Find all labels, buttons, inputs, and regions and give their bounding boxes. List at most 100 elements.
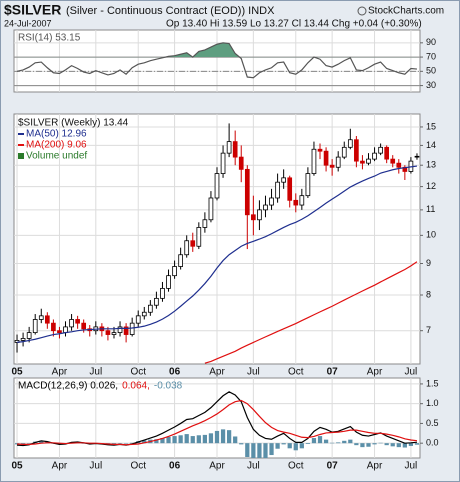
candle-body: [263, 204, 268, 211]
candle-body: [372, 152, 377, 160]
candle-body: [390, 158, 396, 164]
y-tick-label: 1.5: [426, 378, 439, 388]
y-tick-label: 0.0: [426, 438, 439, 448]
histogram-bar: [123, 443, 129, 444]
x-tick-label: Oct: [130, 461, 146, 472]
y-tick-label: 14: [426, 140, 436, 150]
y-tick-label: 15: [426, 121, 436, 131]
candle-body: [123, 326, 129, 335]
histogram-bar: [196, 435, 201, 444]
header-quote: Op 13.40 Hi 13.59 Lo 13.27 Cl 13.44 Chg …: [166, 19, 422, 30]
candle-body: [257, 209, 262, 221]
histogram-bar: [408, 443, 414, 446]
series-line: [16, 165, 418, 343]
candle-body: [305, 173, 311, 197]
y-tick-label: 11: [426, 204, 435, 214]
candle-body: [208, 197, 214, 221]
y-tick-label: 50: [426, 66, 436, 76]
candle-body: [184, 240, 190, 256]
candle-body: [160, 287, 165, 299]
candle-body: [44, 315, 50, 324]
histogram-bar: [226, 430, 232, 444]
x-tick-label: Apr: [52, 461, 68, 472]
candle-body: [75, 319, 80, 324]
histogram-bar: [305, 443, 311, 444]
histogram-bar: [202, 434, 208, 444]
x-tick-label: Apr: [367, 461, 383, 472]
plot-area: [14, 114, 420, 364]
histogram-bar: [378, 442, 383, 444]
histogram-bar: [311, 438, 317, 444]
histogram-bar: [245, 443, 250, 458]
y-tick-label: 8: [426, 289, 431, 299]
x-tick-label: Oct: [130, 367, 146, 378]
histogram-bar: [396, 443, 401, 448]
candle-body: [178, 254, 183, 267]
legend-entry: MA(50) 12.96: [26, 129, 87, 140]
legend-swatch: [18, 153, 24, 159]
histogram-bar: [330, 442, 335, 444]
x-tick-label: Apr: [367, 367, 383, 378]
histogram-bar: [166, 436, 171, 444]
candle-body: [129, 322, 135, 335]
candle-body: [384, 146, 390, 160]
candle-body: [347, 139, 353, 148]
histogram-bar: [275, 443, 280, 449]
y-tick-label: 10: [426, 230, 436, 240]
plot-area: [14, 30, 420, 92]
candle-body: [317, 148, 323, 152]
x-tick-label: Jul: [247, 461, 260, 472]
histogram-bar: [299, 443, 304, 449]
candle-body: [329, 164, 335, 168]
x-tick-label: 05: [11, 461, 23, 472]
histogram-bar: [384, 443, 389, 446]
x-tick-label: Jul: [405, 461, 418, 472]
candle-body: [141, 311, 147, 317]
histogram-bar: [111, 443, 117, 444]
histogram-bar: [402, 443, 407, 448]
y-tick-label: 70: [426, 51, 436, 61]
histogram-bar: [317, 436, 323, 444]
y-tick-label: 30: [426, 80, 436, 90]
histogram-bar: [172, 436, 177, 444]
candle-body: [202, 219, 208, 228]
candle-body: [38, 315, 44, 320]
candle-body: [360, 160, 365, 164]
y-tick-label: 90: [426, 37, 436, 47]
candle-body: [293, 199, 299, 206]
histogram-bar: [142, 440, 147, 444]
histogram-bar: [184, 434, 189, 444]
candle-body: [275, 181, 280, 199]
histogram-bar: [323, 439, 329, 444]
histogram-bar: [360, 443, 365, 448]
candle-body: [323, 150, 329, 166]
candle-body: [214, 173, 220, 199]
header-subtitle: (Silver - Continuous Contract (EOD)) IND…: [66, 5, 275, 17]
histogram-bar: [27, 443, 32, 444]
histogram-bar: [130, 442, 135, 444]
histogram-bar: [239, 443, 244, 445]
histogram-bar: [39, 440, 44, 444]
y-tick-label: 9: [426, 258, 431, 268]
candle-body: [32, 319, 38, 334]
candle-body: [238, 156, 244, 170]
histogram-bar: [14, 443, 20, 445]
candle-body: [117, 326, 123, 334]
header-source: StockCharts.com: [368, 6, 444, 17]
histogram-bar: [257, 443, 262, 458]
candle-body: [81, 322, 87, 330]
histogram-bar: [372, 443, 377, 445]
histogram-bar: [208, 433, 214, 444]
x-tick-label: 06: [169, 367, 181, 378]
candle-body: [220, 152, 226, 174]
candle-body: [135, 315, 141, 324]
series-line: [204, 261, 418, 364]
candle-body: [105, 330, 111, 335]
candle-body: [226, 141, 232, 154]
candle-body: [172, 266, 177, 277]
candle-body: [63, 326, 68, 334]
x-tick-label: 07: [327, 461, 339, 472]
plot-area: [14, 378, 420, 458]
candle-body: [311, 148, 317, 174]
